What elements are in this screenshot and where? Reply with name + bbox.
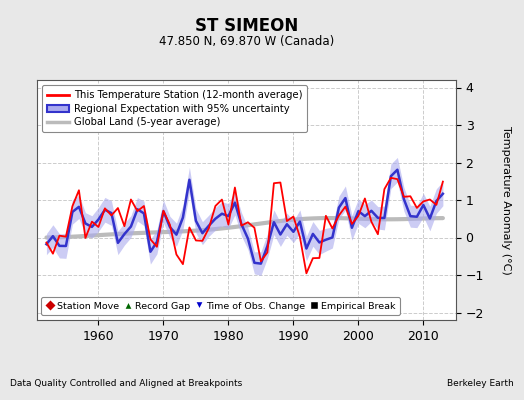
Y-axis label: Temperature Anomaly (°C): Temperature Anomaly (°C) bbox=[500, 126, 511, 274]
Text: ST SIMEON: ST SIMEON bbox=[194, 17, 298, 35]
Text: Berkeley Earth: Berkeley Earth bbox=[447, 379, 514, 388]
Text: Data Quality Controlled and Aligned at Breakpoints: Data Quality Controlled and Aligned at B… bbox=[10, 379, 243, 388]
Legend: Station Move, Record Gap, Time of Obs. Change, Empirical Break: Station Move, Record Gap, Time of Obs. C… bbox=[41, 297, 400, 315]
Text: 47.850 N, 69.870 W (Canada): 47.850 N, 69.870 W (Canada) bbox=[159, 36, 334, 48]
